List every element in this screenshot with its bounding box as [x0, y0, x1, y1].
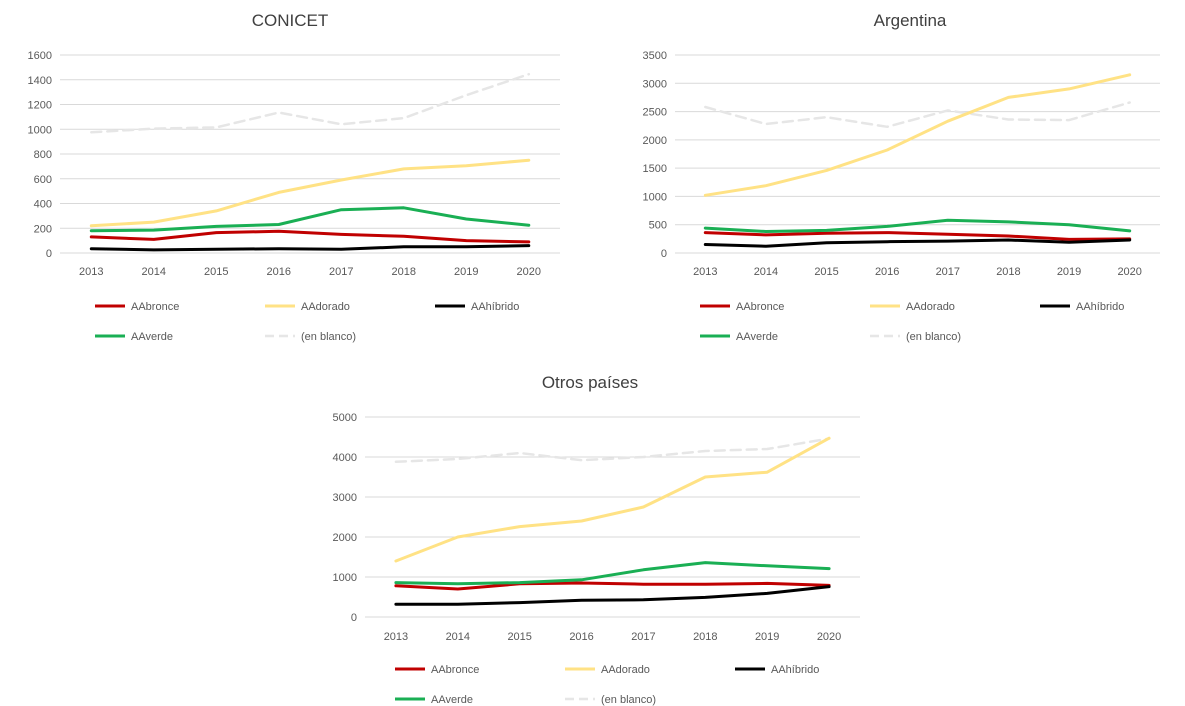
legend-item-aaverde: AAverde [95, 331, 173, 343]
legend-item-aah-brido: AAhíbrido [735, 664, 819, 676]
series-line-en-blanco [90, 72, 531, 134]
x-tick-label: 2020 [1117, 266, 1141, 278]
series-line-aadorado [703, 73, 1132, 197]
x-tick-label: 2013 [384, 631, 408, 643]
series-line-aabronce [89, 229, 531, 244]
legend-item-aah-brido: AAhíbrido [435, 301, 519, 313]
legend-item-aadorado: AAdorado [265, 301, 350, 313]
x-tick-label: 2013 [79, 266, 103, 278]
y-tick-label: 1000 [333, 572, 357, 584]
y-tick-label: 800 [34, 149, 52, 161]
legend-item-aadorado: AAdorado [565, 664, 650, 676]
y-tick-label: 1400 [28, 75, 52, 87]
x-tick-label: 2019 [755, 631, 779, 643]
legend-item-en-blanco: (en blanco) [565, 694, 656, 706]
y-tick-label: 0 [351, 612, 357, 624]
x-tick-label: 2019 [454, 266, 478, 278]
legend-item-en-blanco: (en blanco) [265, 331, 356, 343]
legend-label: (en blanco) [601, 694, 656, 706]
series-line-aah-brido [394, 585, 831, 606]
legend-label: AAhíbrido [771, 664, 819, 676]
legend-item-aaverde: AAverde [700, 331, 778, 343]
series-line-aabronce [703, 231, 1132, 241]
y-tick-label: 1500 [643, 163, 667, 175]
x-tick-label: 2020 [517, 266, 541, 278]
x-tick-label: 2016 [875, 266, 899, 278]
legend-label: AAbronce [736, 301, 784, 313]
x-tick-label: 2017 [329, 266, 353, 278]
x-tick-label: 2016 [569, 631, 593, 643]
x-tick-label: 2013 [693, 266, 717, 278]
x-tick-label: 2016 [267, 266, 291, 278]
series-line-aadorado [394, 436, 831, 563]
legend-item-en-blanco: (en blanco) [870, 331, 961, 343]
x-tick-label: 2018 [996, 266, 1020, 278]
series-line-aah-brido [89, 244, 531, 252]
x-tick-label: 2018 [693, 631, 717, 643]
y-tick-label: 1000 [643, 191, 667, 203]
x-tick-label: 2015 [204, 266, 228, 278]
x-tick-label: 2018 [392, 266, 416, 278]
chart-title: CONICET [252, 11, 329, 30]
x-tick-label: 2020 [817, 631, 841, 643]
chart-title: Otros países [542, 373, 638, 392]
legend-label: AAverde [736, 331, 778, 343]
series-line-en-blanco [394, 437, 831, 464]
x-tick-label: 2017 [936, 266, 960, 278]
series-line-aadorado [89, 158, 531, 228]
legend-item-aabronce: AAbronce [700, 301, 784, 313]
y-tick-label: 4000 [333, 452, 357, 464]
x-tick-label: 2015 [814, 266, 838, 278]
y-tick-label: 1000 [28, 124, 52, 136]
y-tick-label: 2000 [333, 532, 357, 544]
legend-item-aabronce: AAbronce [395, 664, 479, 676]
legend-label: AAbronce [431, 664, 479, 676]
chart-argentina: Argentina 0 500 1000 1500 2000 2500 3000 3500 201… [643, 11, 1160, 343]
y-tick-label: 0 [46, 248, 52, 260]
y-tick-label: 1200 [28, 100, 52, 112]
legend-label: AAdorado [906, 301, 955, 313]
y-tick-label: 3000 [333, 492, 357, 504]
legend-label: (en blanco) [906, 331, 961, 343]
x-tick-label: 2014 [142, 266, 166, 278]
y-tick-label: 2000 [643, 135, 667, 147]
x-tick-label: 2019 [1057, 266, 1081, 278]
legend-label: AAdorado [301, 301, 350, 313]
x-tick-label: 2017 [631, 631, 655, 643]
x-tick-label: 2014 [754, 266, 778, 278]
legend-label: AAhíbrido [1076, 301, 1124, 313]
legend-item-aabronce: AAbronce [95, 301, 179, 313]
legend-item-aah-brido: AAhíbrido [1040, 301, 1124, 313]
series-line-aah-brido [703, 238, 1132, 248]
y-tick-label: 600 [34, 174, 52, 186]
y-tick-label: 400 [34, 199, 52, 211]
series-line-aaverde [703, 218, 1132, 233]
legend-label: AAbronce [131, 301, 179, 313]
legend-label: AAhíbrido [471, 301, 519, 313]
chart-title: Argentina [874, 11, 947, 30]
x-tick-label: 2015 [507, 631, 531, 643]
legend-label: AAverde [131, 331, 173, 343]
y-tick-label: 1600 [28, 50, 52, 62]
y-tick-label: 200 [34, 223, 52, 235]
legend-item-aaverde: AAverde [395, 694, 473, 706]
series-line-aaverde [89, 206, 531, 233]
legend-label: AAverde [431, 694, 473, 706]
chart-conicet: CONICET 0 200 400 600 800 1000 1200 1400 1600 2013… [28, 11, 560, 343]
y-tick-label: 5000 [333, 412, 357, 424]
series-line-aaverde [394, 561, 831, 586]
chart-otros-paises: Otros países 0 1000 2000 3000 4000 5000 2013 201… [333, 373, 860, 706]
legend-label: (en blanco) [301, 331, 356, 343]
y-tick-label: 3500 [643, 50, 667, 62]
legend-label: AAdorado [601, 664, 650, 676]
series-line-aabronce [394, 581, 831, 591]
y-tick-label: 2500 [643, 107, 667, 119]
x-tick-label: 2014 [446, 631, 470, 643]
series-line-en-blanco [704, 101, 1131, 129]
legend-item-aadorado: AAdorado [870, 301, 955, 313]
y-tick-label: 3000 [643, 78, 667, 90]
y-tick-label: 0 [661, 248, 667, 260]
y-tick-label: 500 [649, 220, 667, 232]
